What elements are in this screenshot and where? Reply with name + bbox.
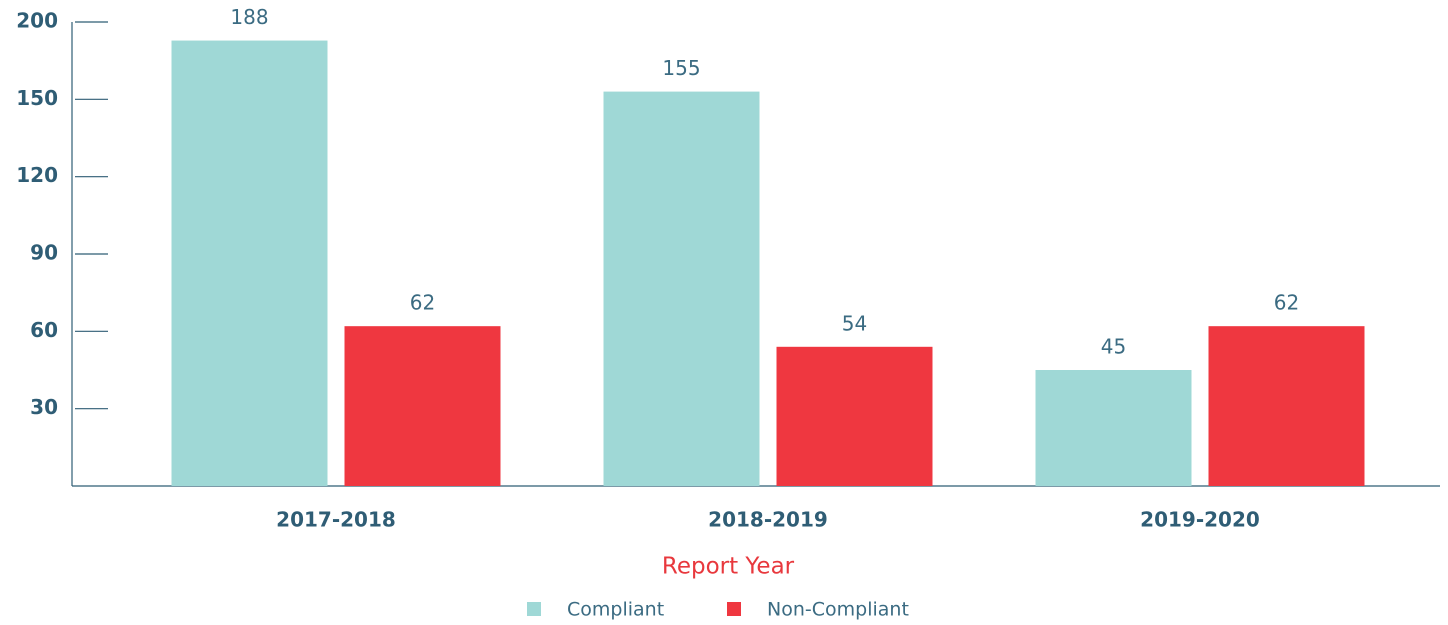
legend-label: Non-Compliant [767, 599, 909, 621]
x-tick-label: 2018-2019 [708, 508, 828, 532]
x-axis-title: Report Year [662, 554, 795, 580]
bar [1035, 370, 1192, 486]
value-label: 45 [1101, 335, 1126, 359]
value-label: 155 [662, 56, 700, 80]
y-tick-label: 200 [16, 9, 58, 33]
x-tick-label: 2017-2018 [276, 508, 396, 532]
y-tick-label: 150 [16, 86, 58, 110]
legend-swatch [527, 602, 541, 616]
value-label: 62 [410, 291, 435, 315]
value-label: 62 [1274, 291, 1299, 315]
x-tick-label: 2019-2020 [1140, 508, 1260, 532]
value-label: 54 [842, 311, 867, 335]
y-tick-label: 30 [30, 395, 58, 419]
bar [1208, 326, 1365, 486]
legend-label: Compliant [567, 599, 664, 621]
bar [776, 346, 933, 486]
bar [344, 326, 501, 486]
value-label: 188 [230, 5, 268, 29]
y-tick-label: 90 [30, 241, 58, 265]
bar [171, 40, 328, 487]
y-tick-label: 120 [16, 163, 58, 187]
y-tick-label: 60 [30, 318, 58, 342]
bar [603, 91, 760, 486]
legend-swatch [727, 602, 741, 616]
